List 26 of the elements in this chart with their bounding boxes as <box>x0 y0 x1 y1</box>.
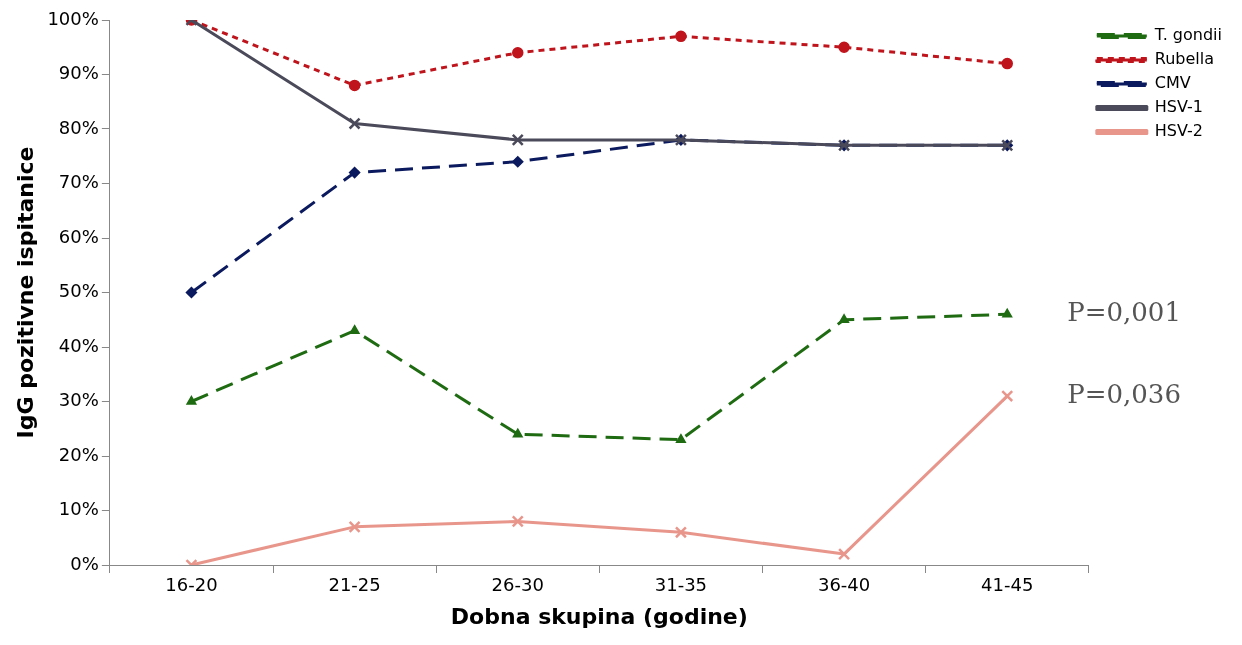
y-axis-title: IgG pozitivne ispitanice <box>12 146 38 439</box>
y-tick-label: 70% <box>58 171 99 193</box>
y-tick-label: 100% <box>47 7 99 29</box>
legend-label: HSV-2 <box>1154 121 1203 141</box>
legend-label: HSV-1 <box>1154 97 1203 117</box>
y-tick-label: 0% <box>70 552 99 574</box>
x-tick-label: 21-25 <box>328 574 381 596</box>
y-tick-label: 20% <box>58 443 99 465</box>
y-tick-label: 30% <box>58 389 99 411</box>
x-tick-label: 41-45 <box>981 574 1034 596</box>
x-tick-label: 31-35 <box>654 574 708 596</box>
legend-label: T. gondii <box>1153 25 1223 45</box>
x-axis-title: Dobna skupina (godine) <box>450 603 748 629</box>
annotation: P=0,001 <box>1067 297 1181 328</box>
y-tick-label: 90% <box>58 62 99 84</box>
legend-label: Rubella <box>1154 49 1215 69</box>
y-tick-label: 50% <box>58 280 99 302</box>
x-tick-label: 16-20 <box>165 574 218 596</box>
y-tick-label: 60% <box>58 225 99 247</box>
x-tick-label: 26-30 <box>491 574 544 596</box>
y-tick-label: 80% <box>58 116 99 138</box>
legend-label: CMV <box>1154 73 1191 93</box>
x-tick-label: 36-40 <box>817 574 871 596</box>
y-tick-label: 40% <box>58 334 99 356</box>
annotation: P=0,036 <box>1067 378 1181 409</box>
y-tick-label: 10% <box>58 498 99 520</box>
